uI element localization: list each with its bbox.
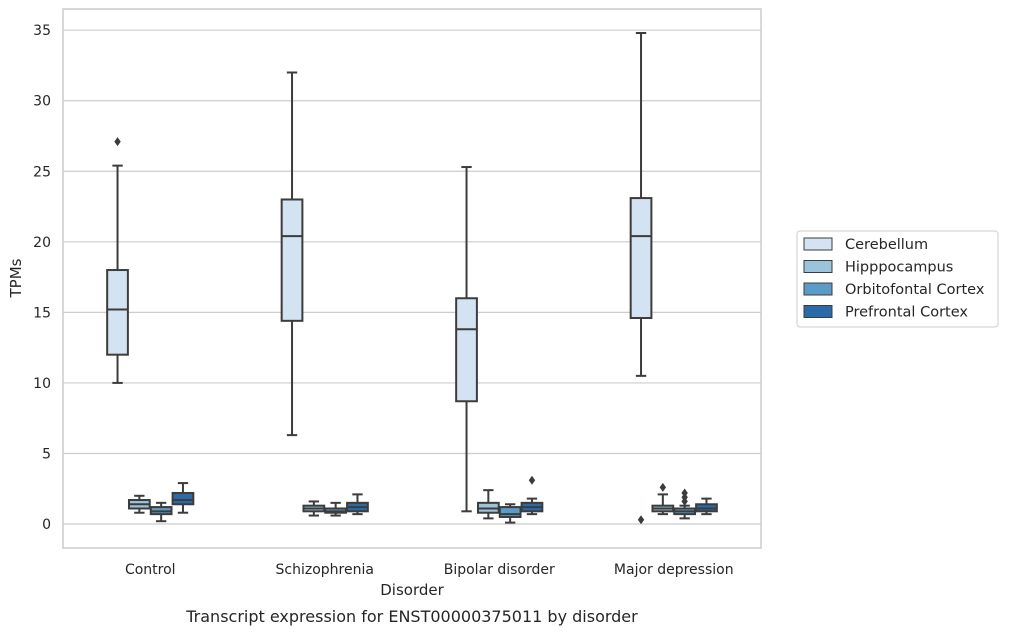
y-tick-label: 20: [33, 235, 51, 251]
outlier-point: [114, 137, 121, 147]
y-tick-label: 35: [33, 23, 51, 39]
legend-label: Hipppocampus: [845, 260, 953, 276]
box: [455, 166, 478, 513]
legend-swatch: [803, 260, 833, 273]
legend-label: Cerebellum: [845, 237, 928, 253]
legend-swatch: [803, 305, 833, 318]
box-iqr: [455, 297, 478, 403]
box-iqr: [106, 269, 129, 356]
box: [673, 488, 697, 520]
grid-layer: [63, 29, 761, 525]
box: [476, 489, 500, 520]
chart-caption: Transcript expression for ENST0000037501…: [185, 607, 638, 626]
box-iqr: [171, 491, 195, 506]
box: [695, 497, 718, 516]
box: [651, 482, 675, 516]
x-tick-labels: Control Schizophrenia Bipolar disorder Majo…: [125, 562, 734, 578]
plot-frame: [62, 8, 762, 549]
box: [302, 500, 326, 517]
outlier-point: [528, 475, 536, 485]
box-iqr: [498, 506, 522, 518]
y-tick-label: 0: [42, 517, 51, 533]
box-layer: [106, 31, 718, 525]
x-tick-label: Major depression: [614, 562, 734, 578]
y-axis-label: TPMs: [7, 258, 25, 298]
box-iqr: [629, 197, 653, 320]
x-tick-label: Control: [125, 562, 176, 578]
y-tick-label: 30: [33, 94, 51, 110]
outlier-point: [681, 488, 688, 498]
x-axis-label: Disorder: [380, 581, 444, 599]
y-tick-label: 25: [33, 164, 51, 180]
y-tick-labels: 0 5 10 15 20 25 30 35: [33, 23, 51, 533]
x-tick-label: Schizophrenia: [276, 562, 374, 578]
box: [106, 137, 129, 384]
y-tick-label: 10: [33, 376, 51, 392]
legend-frame: [796, 230, 999, 328]
box: [520, 475, 544, 516]
box-iqr: [280, 198, 304, 322]
y-tick-label: 5: [42, 446, 51, 462]
x-tick-label: Bipolar disorder: [444, 562, 555, 578]
box: [498, 503, 522, 524]
legend: Cerebellum Hipppocampus Orbitofontal Corte…: [796, 230, 999, 328]
outlier-point: [637, 515, 645, 525]
box: [629, 31, 653, 525]
box: [171, 482, 195, 514]
box: [149, 501, 173, 523]
legend-swatch: [803, 237, 833, 251]
legend-swatch: [803, 282, 833, 296]
box: [280, 71, 304, 437]
outlier-point: [659, 482, 667, 492]
box: [127, 494, 151, 514]
y-tick-label: 15: [33, 305, 51, 321]
box: [346, 493, 369, 516]
legend-label: Prefrontal Cortex: [845, 305, 968, 321]
box: [324, 501, 348, 517]
legend-label: Orbitofontal Cortex: [845, 282, 985, 298]
